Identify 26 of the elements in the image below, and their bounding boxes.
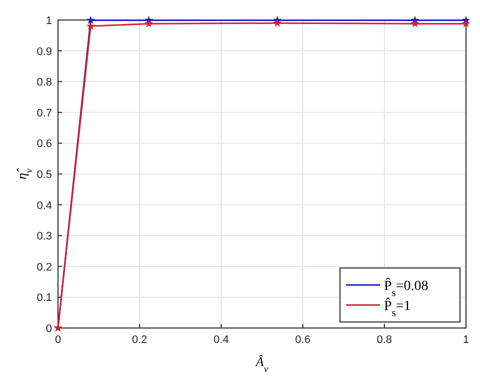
legend-label: P̂$_{s}$=1 bbox=[384, 297, 411, 318]
point bbox=[86, 16, 95, 24]
x-tick-label: 0.8 bbox=[376, 334, 392, 346]
point bbox=[86, 22, 95, 30]
y-tick-label: 0.2 bbox=[36, 261, 52, 274]
point bbox=[462, 19, 470, 28]
point bbox=[273, 18, 282, 27]
x-tick-label: 0 bbox=[54, 334, 62, 346]
y-tick-label: 0.8 bbox=[36, 76, 52, 89]
x-tick-label: 0.6 bbox=[295, 334, 310, 346]
y-tick-label: 0.7 bbox=[36, 107, 52, 120]
x-axis-title: Â$_{v}$ bbox=[254, 354, 269, 374]
y-tick-label: 1 bbox=[46, 15, 52, 27]
x-tick-label: 0.4 bbox=[214, 334, 229, 346]
y-tick-label: 0.6 bbox=[36, 138, 52, 150]
point bbox=[410, 19, 420, 28]
x-tick-label: 1 bbox=[462, 334, 470, 346]
y-tick-label: 0.3 bbox=[36, 230, 52, 243]
y-tick-label: 0 bbox=[46, 323, 52, 335]
y-tick-label: 0.9 bbox=[36, 46, 52, 58]
x-tick-label: 0.2 bbox=[132, 334, 148, 346]
legend-label: P̂$_{s}$=0.08 bbox=[384, 277, 428, 298]
y-tick-label: 0.5 bbox=[36, 169, 52, 181]
y-tick-label: 0.4 bbox=[36, 200, 52, 212]
y-tick-label: 0.1 bbox=[36, 292, 52, 304]
point bbox=[144, 19, 154, 28]
